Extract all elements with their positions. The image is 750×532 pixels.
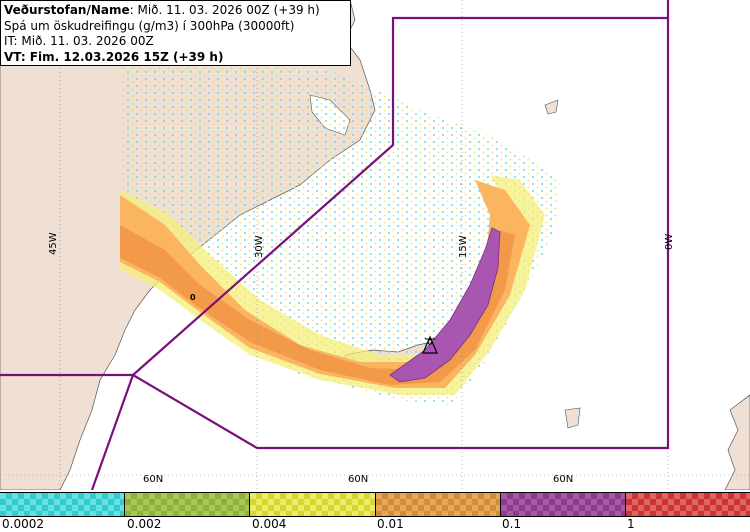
faroe-islands bbox=[564, 407, 581, 429]
volcano-icon bbox=[422, 335, 438, 354]
legend-label: 0.0002 bbox=[2, 517, 44, 531]
issuer-name: Veðurstofan/Name bbox=[4, 3, 130, 17]
ash-plume-orange-band bbox=[120, 180, 530, 388]
map-contour-label: 0 bbox=[190, 293, 196, 302]
ash-dispersion-map: 45W 30W 15W 0W 60N 60N 60N 0 bbox=[0, 0, 750, 490]
initial-time: IT: Mið. 11. 03. 2026 00Z bbox=[4, 34, 154, 48]
legend-label: 0.1 bbox=[502, 517, 522, 531]
fir-boundaries bbox=[0, 0, 670, 490]
scandinavia-coast bbox=[724, 394, 750, 490]
lat-label-60n-c: 60N bbox=[553, 474, 573, 485]
lon-label-45w: 45W bbox=[48, 232, 59, 255]
lat-label-60n-a: 60N bbox=[143, 474, 163, 485]
legend-label: 0.004 bbox=[252, 517, 287, 531]
legend-swatch bbox=[500, 493, 626, 516]
lat-label-60n-b: 60N bbox=[348, 474, 368, 485]
legend-color-bar bbox=[0, 492, 750, 517]
legend-swatch bbox=[0, 493, 126, 516]
legend-labels: 0.0002 0.002 0.004 0.01 0.1 1 bbox=[0, 517, 750, 532]
forecast-description: Spá um öskudreifingu (g/m3) í 300hPa (30… bbox=[4, 18, 295, 33]
legend-label: 0.002 bbox=[127, 517, 162, 531]
valid-time: VT: Fim. 12.03.2026 15Z (+39 h) bbox=[4, 49, 224, 64]
legend-swatch bbox=[125, 493, 251, 516]
jan-mayen bbox=[544, 99, 559, 115]
ash-plume-high-concentration bbox=[389, 227, 501, 383]
legend-swatch bbox=[625, 493, 750, 516]
lon-label-0w: 0W bbox=[664, 234, 675, 250]
legend-label: 1 bbox=[627, 517, 635, 531]
forecast-info-box: Veðurstofan/Name: Mið. 11. 03. 2026 00Z … bbox=[0, 0, 351, 66]
issue-time: : Mið. 11. 03. 2026 00Z (+39 h) bbox=[129, 3, 320, 17]
ash-plume-dark-orange-core bbox=[120, 225, 515, 385]
lon-label-30w: 30W bbox=[254, 235, 265, 258]
legend-swatch bbox=[375, 493, 501, 516]
legend-label: 0.01 bbox=[377, 517, 404, 531]
lon-label-15w: 15W bbox=[458, 235, 469, 258]
legend-swatch bbox=[250, 493, 376, 516]
concentration-legend: 0.0002 0.002 0.004 0.01 0.1 1 bbox=[0, 490, 750, 532]
issuer-line: Veðurstofan/Name: Mið. 11. 03. 2026 00Z … bbox=[4, 3, 350, 19]
